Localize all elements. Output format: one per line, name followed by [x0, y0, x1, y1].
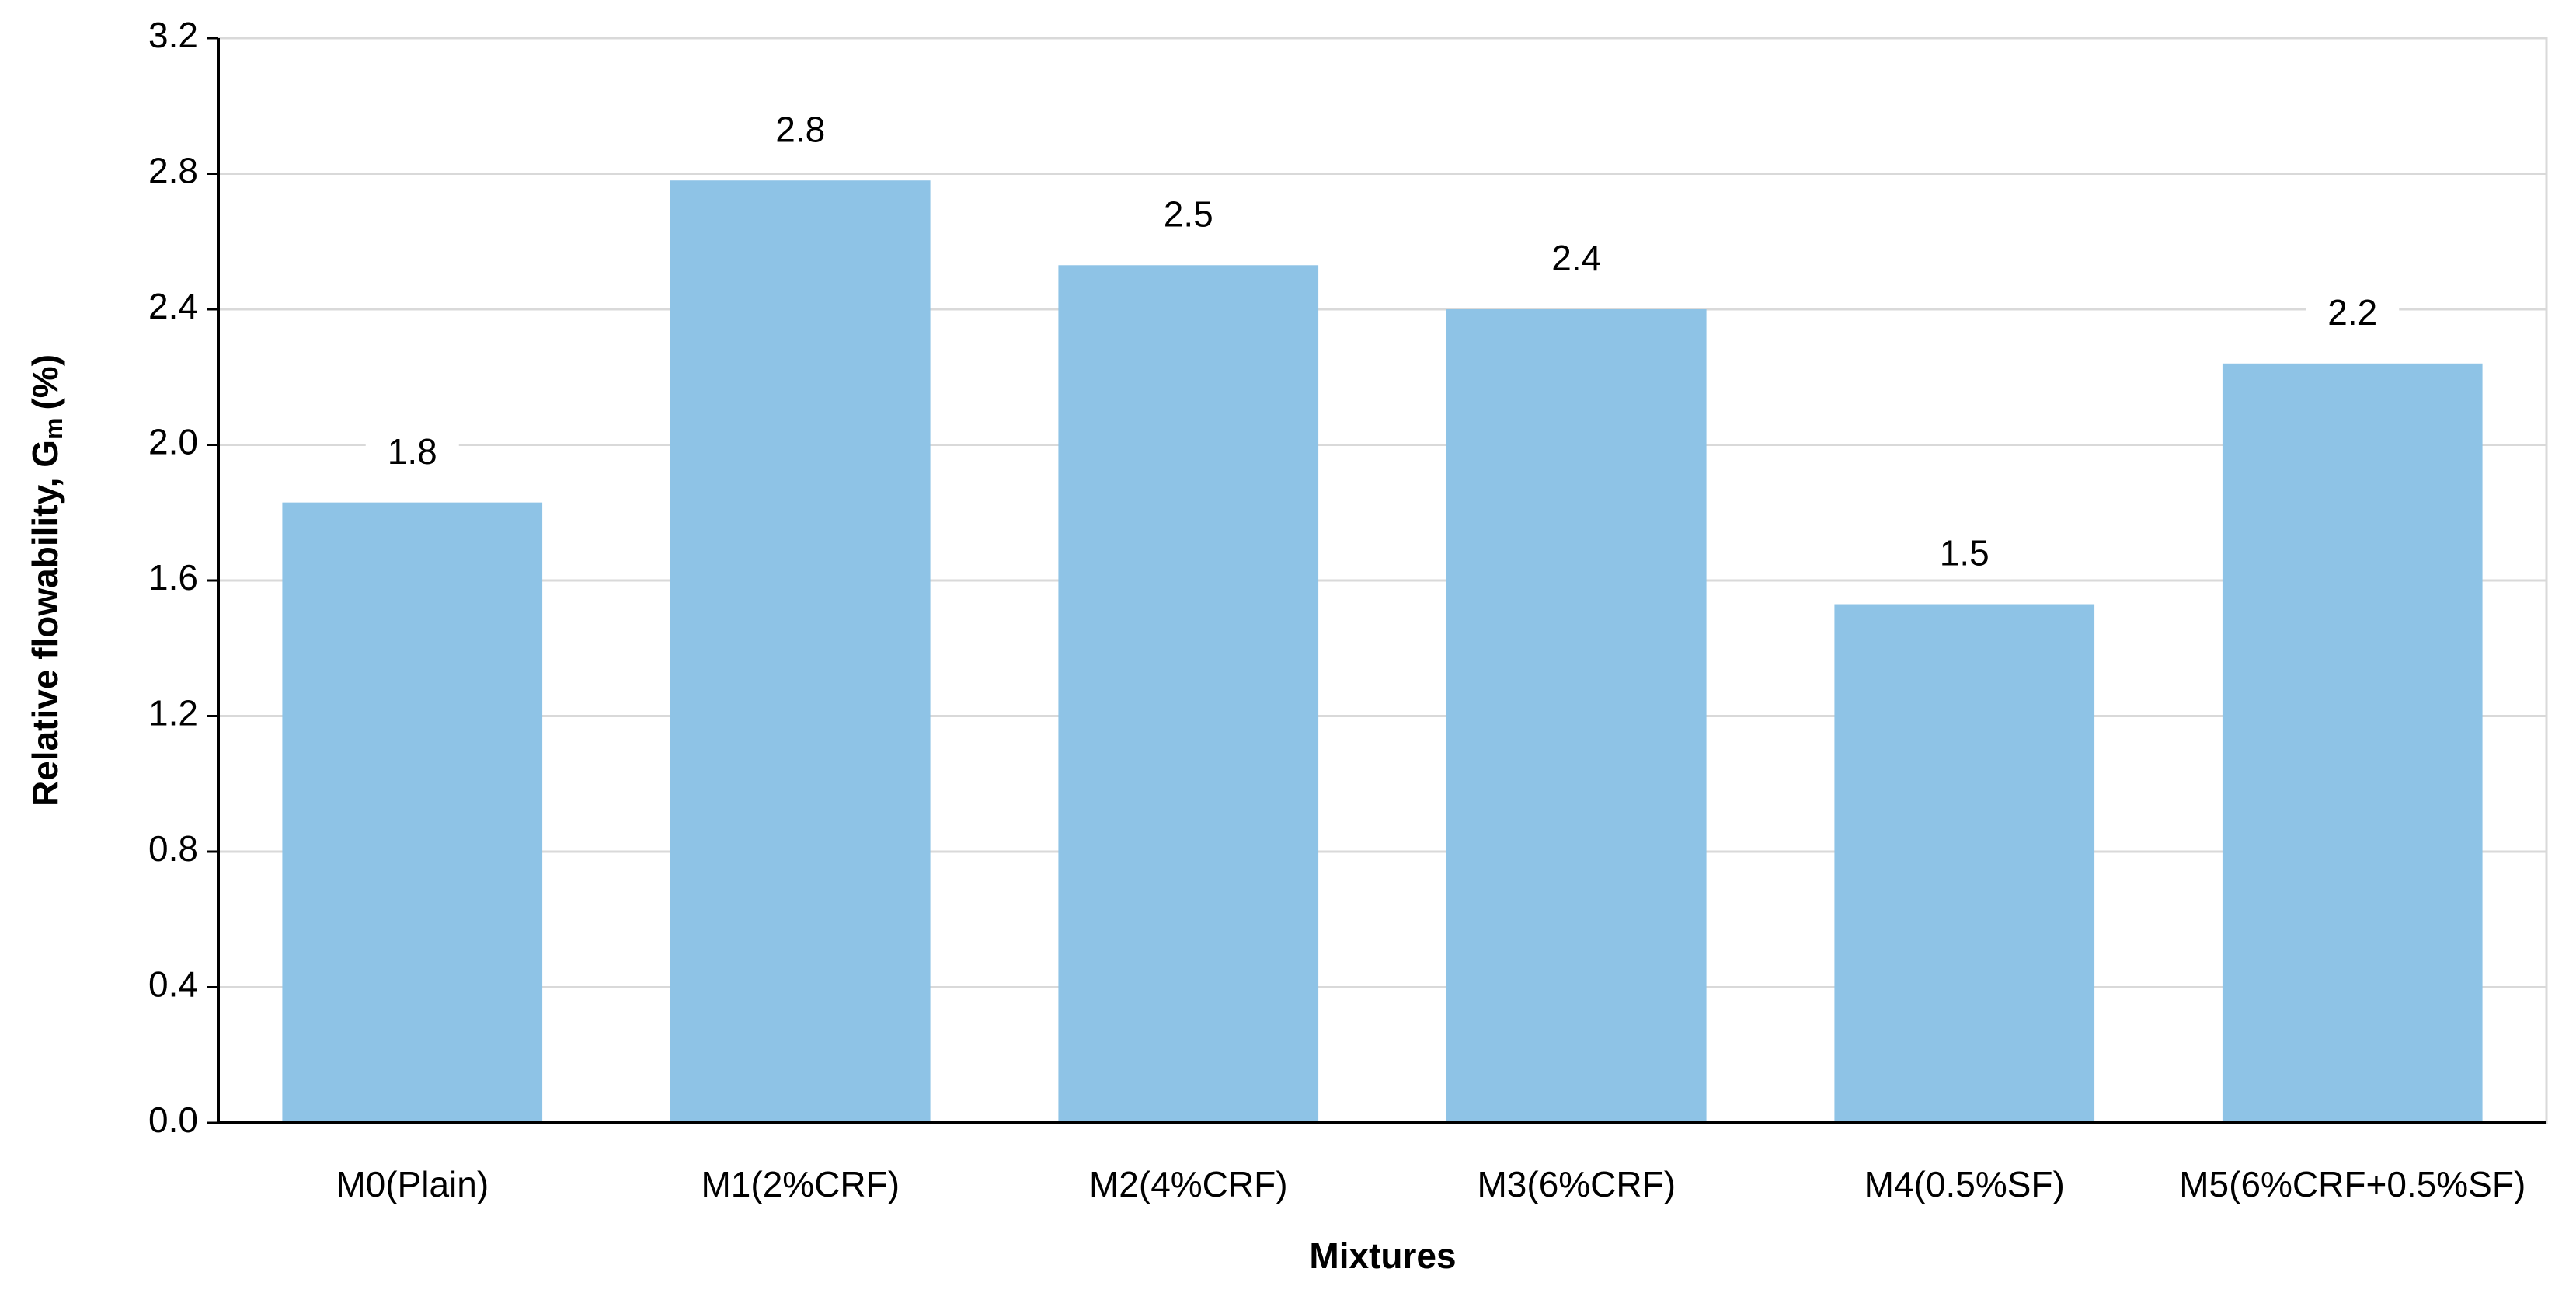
y-axis-title-subscript: m: [40, 418, 68, 440]
y-axis-title-suffix: (%): [25, 354, 65, 410]
data-label: 2.2: [2327, 292, 2377, 333]
x-tick-label: M4(0.5%SF): [1864, 1164, 2065, 1204]
data-label-background: [2306, 291, 2400, 339]
x-tick-label: M0(Plain): [336, 1164, 489, 1204]
y-tick-label: 1.2: [148, 693, 198, 734]
y-axis-title: Relative flowability, Gm (%): [25, 354, 68, 807]
bar: [2222, 363, 2483, 1123]
bar: [1058, 265, 1319, 1124]
y-tick-label: 2.4: [148, 286, 198, 326]
bar: [1834, 604, 2095, 1123]
y-axis-title-text: Relative flowability, G: [25, 440, 65, 807]
data-label: 2.4: [1551, 238, 1601, 278]
data-label-background: [1141, 193, 1235, 241]
bar: [670, 180, 931, 1124]
y-tick-label: 0.8: [148, 828, 198, 869]
x-tick-label: M3(6%CRF): [1477, 1164, 1676, 1204]
data-label-background: [1530, 238, 1624, 284]
y-tick-label: 0.0: [148, 1100, 198, 1140]
data-label-background: [365, 430, 459, 478]
x-tick-label: M2(4%CRF): [1089, 1164, 1288, 1204]
y-tick-label: 3.2: [148, 15, 198, 55]
y-tick-label: 2.0: [148, 422, 198, 462]
data-label-background: [754, 109, 848, 156]
y-tick-label: 1.6: [148, 557, 198, 598]
data-label: 2.8: [775, 109, 825, 149]
data-label-background: [1917, 532, 2011, 580]
y-tick-label: 2.8: [148, 151, 198, 191]
data-label: 1.8: [388, 431, 437, 472]
x-tick-label: M5(6%CRF+0.5%SF): [2179, 1164, 2526, 1204]
y-tick-label: 0.4: [148, 964, 198, 1005]
bar: [1446, 309, 1707, 1123]
x-axis-title: Mixtures: [1309, 1235, 1456, 1276]
data-label: 2.5: [1164, 193, 1213, 234]
x-tick-label: M1(2%CRF): [701, 1164, 900, 1204]
bar: [282, 502, 543, 1123]
data-label: 1.5: [1940, 533, 1989, 573]
